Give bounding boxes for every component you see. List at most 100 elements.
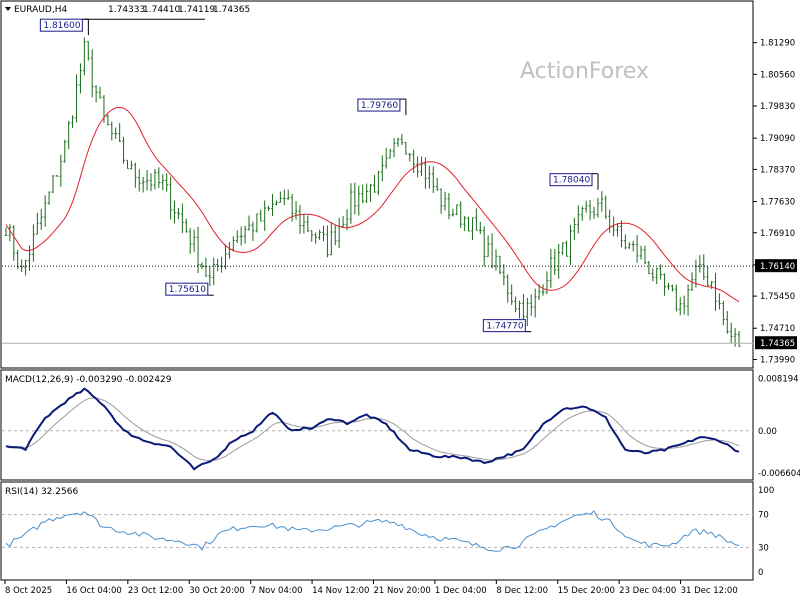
price-bar [271, 193, 274, 217]
price-bar [729, 322, 733, 344]
price-bar [345, 209, 349, 231]
price-bar [510, 284, 513, 305]
price-bar [177, 207, 180, 220]
price-bar [318, 229, 321, 240]
macd-tick-label: 0.00 [758, 427, 777, 437]
price-bar [573, 217, 576, 241]
macd-axis: 0.008194 0.00 -0.006604 [758, 374, 800, 478]
rsi-tick-label: 30 [758, 543, 769, 553]
price-bar [181, 203, 184, 234]
price-bar [39, 208, 43, 230]
price-bar [435, 177, 439, 192]
price-bar [106, 114, 110, 126]
price-bar [322, 225, 325, 242]
price-bar [569, 224, 572, 266]
price-bar [141, 176, 145, 193]
price-tick-label: 1.73990 [760, 355, 795, 365]
price-bars [4, 37, 741, 347]
price-bar [55, 175, 59, 177]
time-tick-label: 23 Dec 04:00 [619, 586, 676, 596]
price-bar [247, 215, 251, 231]
price-bar [173, 200, 176, 224]
price-tick-label: 1.81290 [760, 39, 795, 49]
price-bar [130, 160, 133, 170]
rsi-series-line [5, 510, 740, 552]
price-bar [373, 174, 376, 193]
price-bar [161, 174, 165, 191]
price-bar [377, 171, 380, 195]
price-bar [263, 200, 266, 231]
price-bar [212, 257, 216, 286]
rsi-tick-label: 100 [758, 486, 774, 496]
price-bar [533, 288, 537, 318]
price-bar [71, 115, 74, 128]
price-bar [169, 176, 172, 220]
price-bar [651, 268, 655, 282]
price-bar [682, 295, 686, 315]
price-bar [400, 134, 404, 146]
price-bar [357, 185, 361, 216]
price-bar [702, 254, 706, 281]
price-bar [282, 189, 286, 206]
price-bar [314, 232, 317, 244]
price-bar [310, 230, 314, 242]
symbol-label: EURAUD,H4 [14, 5, 67, 15]
price-bar [302, 214, 306, 234]
price-bar [114, 127, 118, 139]
price-bar [471, 217, 474, 241]
moving-average-line [5, 106, 740, 303]
price-bar [667, 282, 670, 291]
price-bar [251, 221, 255, 241]
price-tick-label: 1.78370 [760, 165, 795, 175]
time-tick-label: 23 Oct 12:00 [128, 586, 183, 596]
price-bar [722, 300, 725, 326]
price-bar [443, 191, 447, 211]
price-bar [498, 255, 502, 275]
price-bar [678, 297, 682, 316]
price-bar [208, 265, 212, 287]
ohlc-close: 1.74365 [213, 5, 250, 15]
swing-box [549, 173, 593, 187]
price-bar [455, 204, 459, 216]
time-tick-label: 8 Dec 12:00 [496, 586, 548, 596]
price-bar [600, 191, 604, 212]
time-tick-label: 21 Nov 20:00 [374, 586, 431, 596]
price-bar [580, 206, 584, 221]
price-bar [412, 149, 415, 174]
price-bar [47, 191, 51, 205]
rsi-panel [0, 481, 754, 581]
ohlc-open: 1.74333 [108, 5, 145, 15]
price-bar [616, 223, 619, 237]
price-bar [24, 259, 27, 276]
price-bar [404, 141, 408, 155]
price-bar [557, 243, 561, 279]
price-bar [620, 220, 623, 248]
price-bar [369, 183, 372, 202]
price-bar [447, 192, 451, 220]
price-bar [157, 167, 161, 188]
price-bar [529, 294, 533, 316]
price-bar [561, 242, 564, 256]
price-bar [306, 215, 310, 232]
macd-tick-label: 0.008194 [758, 374, 799, 384]
price-bar [428, 165, 431, 189]
price-bar [51, 175, 55, 194]
price-bar [655, 267, 659, 285]
price-bar [192, 229, 196, 253]
price-bar [349, 183, 353, 224]
price-bar [32, 224, 35, 262]
price-bar [690, 272, 694, 291]
swing-box [39, 18, 83, 32]
price-bar [502, 264, 506, 286]
price-bar [122, 136, 125, 164]
price-bar [706, 266, 709, 287]
price-panel [0, 0, 754, 369]
price-bar [384, 147, 388, 169]
price-tick-label: 1.79090 [760, 134, 795, 144]
price-bar [737, 331, 741, 347]
price-bar [718, 293, 721, 310]
price-bar [686, 284, 690, 316]
price-bar [588, 199, 592, 221]
reference-levels: 1.76140 1.74365 [2, 259, 797, 350]
price-bar [475, 208, 478, 231]
